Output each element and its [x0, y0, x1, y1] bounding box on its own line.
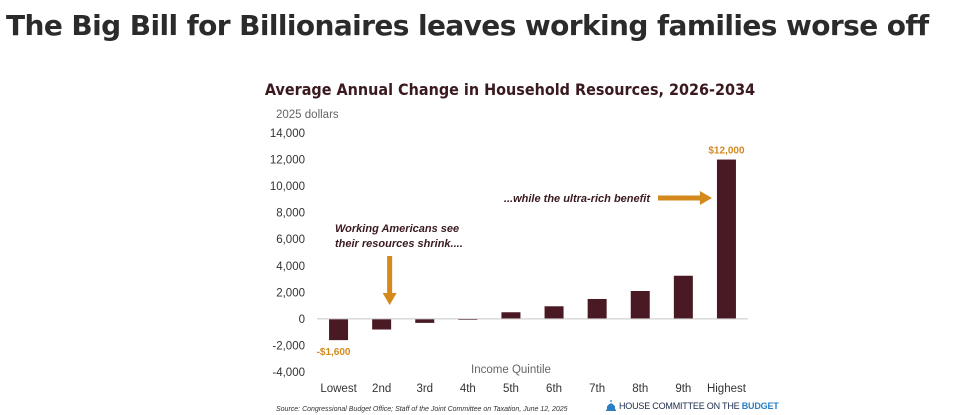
y-tick-label: 6,000 — [276, 234, 305, 246]
bar-8th — [630, 291, 650, 319]
annotation-text: ...while the ultra-rich benefit — [504, 193, 651, 205]
arrow-right-shaft — [658, 195, 701, 201]
x-tick-label: 4th — [460, 383, 476, 395]
data-labels: -$1,600 $12,000 — [317, 146, 745, 359]
y-tick-label: 0 — [299, 314, 305, 326]
data-label: $12,000 — [708, 146, 745, 157]
x-tick-label: 7th — [589, 383, 605, 395]
annotations: Working Americans see their resources shr… — [335, 191, 712, 305]
x-tick-label: Lowest — [320, 383, 357, 395]
logo-text-main: HOUSE COMMITTEE ON THE — [619, 400, 742, 411]
y-tick-label: 8,000 — [276, 208, 305, 220]
annotation-text: their resources shrink.... — [335, 238, 463, 250]
capitol-dome-icon — [606, 400, 616, 411]
source-note: Source: Congressional Budget Office; Sta… — [276, 406, 568, 413]
x-tick-label: 3rd — [416, 383, 433, 395]
bars — [329, 159, 736, 341]
headline: The Big Bill for Billionaires leaves wor… — [6, 9, 929, 42]
committee-logo: HOUSE COMMITTEE ON THE BUDGET — [606, 400, 779, 411]
y-tick-label: -4,000 — [272, 367, 305, 379]
y-tick-label: 12,000 — [270, 155, 305, 167]
y-tick-label: -2,000 — [272, 340, 305, 352]
bar-3rd — [415, 318, 435, 323]
arrow-right-head — [699, 191, 712, 205]
bar-5th — [501, 312, 521, 319]
data-label: -$1,600 — [317, 347, 351, 358]
y-tick-label: 2,000 — [276, 287, 305, 299]
bar-highest — [716, 159, 736, 319]
y-axis-ticks: 14,000 12,000 10,000 8,000 6,000 4,000 2,000 0 -… — [270, 128, 305, 379]
bar-9th — [673, 275, 693, 319]
bar-2nd — [372, 318, 392, 330]
bar-7th — [587, 298, 607, 319]
annotation-text: Working Americans see — [335, 223, 459, 235]
y-axis-unit-label: 2025 dollars — [276, 109, 339, 121]
arrow-down-shaft — [387, 256, 393, 294]
logo-text-accent: BUDGET — [741, 400, 779, 411]
x-axis-label: Income Quintile — [471, 364, 551, 376]
chart-title: Average Annual Change in Household Resou… — [265, 80, 755, 99]
y-tick-label: 4,000 — [276, 261, 305, 273]
y-tick-label: 10,000 — [270, 181, 305, 193]
x-tick-label: 5th — [503, 383, 519, 395]
arrow-down-head — [382, 293, 397, 305]
y-tick-label: 14,000 — [270, 128, 305, 140]
x-axis-ticks: Lowest 2nd 3rd 4th 5th 6th 7th 8th 9th Highest — [320, 383, 746, 395]
logo-text: HOUSE COMMITTEE ON THE BUDGET — [619, 401, 779, 411]
x-tick-label: 6th — [546, 383, 562, 395]
x-tick-label: 2nd — [372, 383, 391, 395]
x-tick-label: Highest — [707, 383, 747, 395]
bar-6th — [544, 306, 564, 319]
bar-lowest — [329, 318, 349, 341]
x-tick-label: 8th — [632, 383, 648, 395]
x-tick-label: 9th — [675, 383, 691, 395]
